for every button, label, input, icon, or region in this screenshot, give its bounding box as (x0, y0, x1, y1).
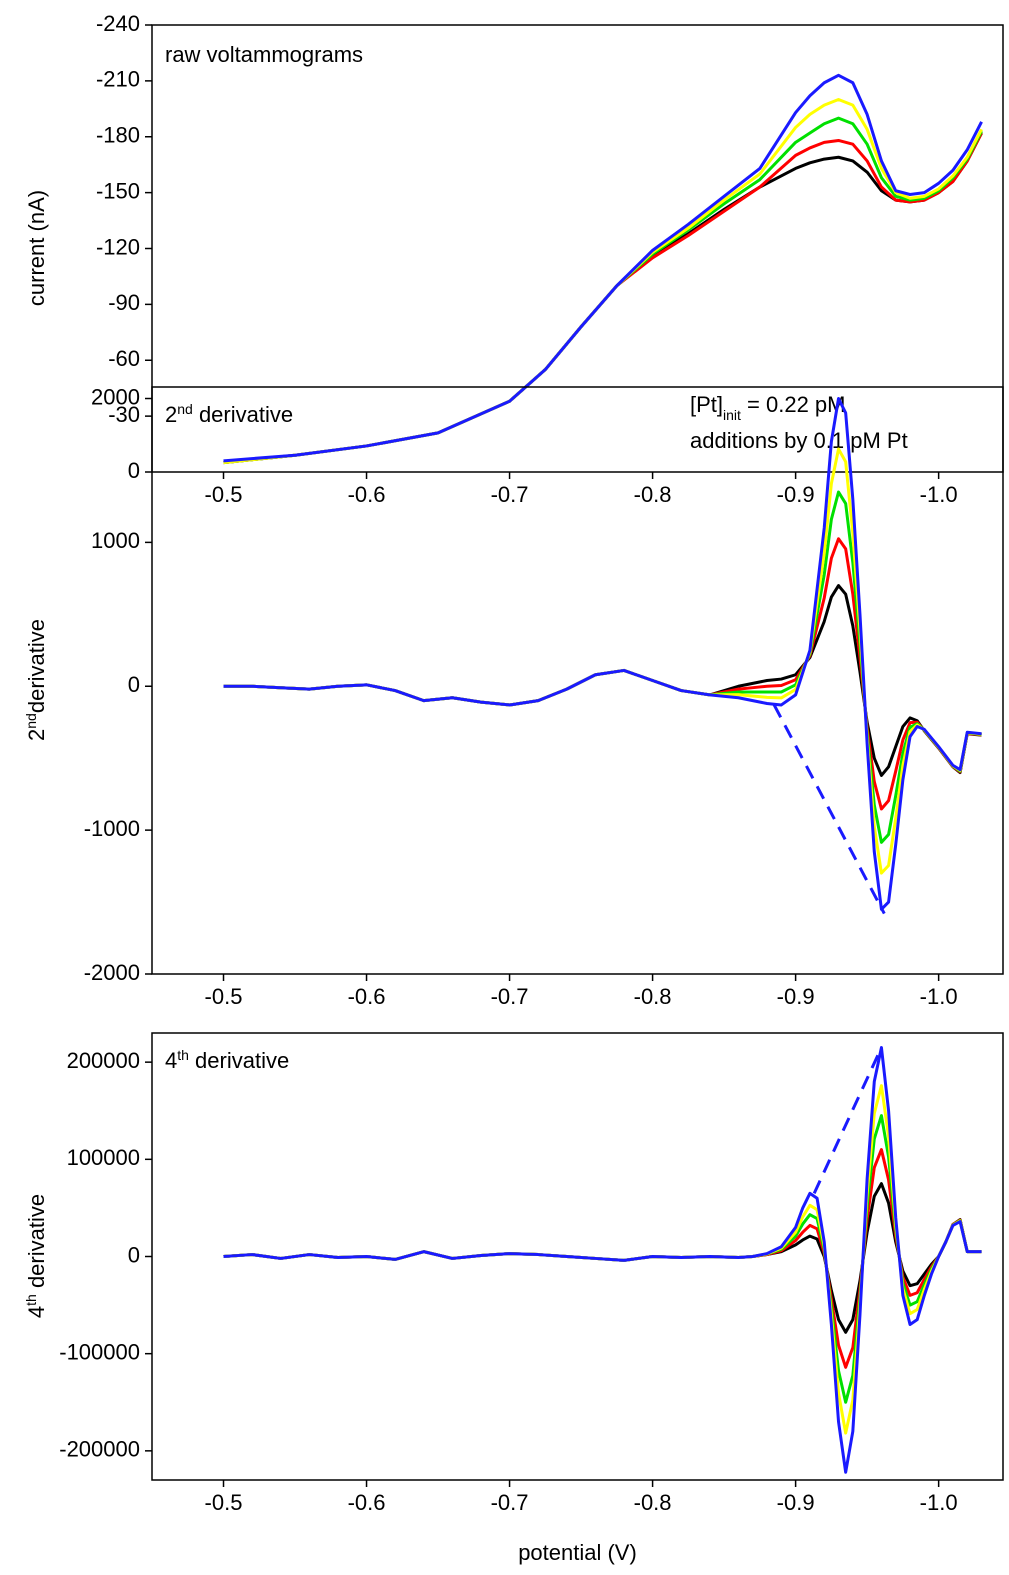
y-tick-label: -210 (96, 67, 140, 92)
y-tick-label: 1000 (91, 528, 140, 553)
panel-title-rest: derivative (193, 402, 293, 427)
annotation-rest: = 0.22 pM (741, 392, 846, 417)
panel-title-base: 2 (165, 402, 177, 427)
y-tick-label: 200000 (67, 1048, 140, 1073)
plot-area (223, 1046, 982, 1474)
x-tick-label: -1.0 (920, 1490, 958, 1515)
x-tick-label: -0.6 (348, 1490, 386, 1515)
x-tick-label: -0.7 (491, 1490, 529, 1515)
y-axis-label: 2ndderivative (23, 619, 49, 741)
series-line (223, 73, 983, 463)
x-tick-label: -0.7 (491, 482, 529, 507)
series-line (223, 447, 982, 875)
x-tick-label: -0.7 (491, 984, 529, 1009)
panel-title-sup: nd (177, 401, 193, 417)
panel-title-rest: derivative (189, 1048, 289, 1073)
annotation-sub: init (723, 407, 741, 423)
y-tick-label: -240 (96, 11, 140, 36)
y-tick-label: 0 (128, 1242, 140, 1267)
x-tick-label: -0.9 (777, 984, 815, 1009)
annotation-base: [Pt] (690, 392, 723, 417)
panel-title: raw voltammograms (165, 42, 363, 67)
y-tick-label: 2000 (91, 384, 140, 409)
y-tick-label: -100000 (59, 1339, 140, 1364)
peak-line (812, 1046, 883, 1194)
peak-line (772, 704, 886, 915)
y-tick-label: 0 (128, 672, 140, 697)
y-axis-label-base: 2 (24, 729, 49, 741)
y-tick-label: -200000 (59, 1437, 140, 1462)
series-line (223, 490, 982, 844)
series-line (223, 116, 983, 465)
x-tick-label: -0.5 (205, 1490, 243, 1515)
x-tick-label: -0.5 (205, 984, 243, 1009)
panel-title-base: 4 (165, 1048, 177, 1073)
plot-area (223, 397, 982, 915)
y-tick-label: -1000 (84, 816, 140, 841)
annotation: [Pt]init = 0.22 pM (690, 392, 846, 423)
series-line (223, 132, 983, 465)
annotation: additions by 0.1 pM Pt (690, 428, 908, 453)
series-line (223, 132, 983, 465)
x-tick-label: -0.9 (777, 482, 815, 507)
y-axis-label-rest: derivative (24, 619, 49, 713)
y-axis-label-sup: th (23, 1294, 39, 1306)
y-tick-label: 100000 (67, 1145, 140, 1170)
y-tick-label: -150 (96, 178, 140, 203)
panel-title-sup: th (177, 1047, 189, 1063)
y-tick-label: -2000 (84, 960, 140, 985)
y-tick-label: -120 (96, 234, 140, 259)
x-tick-label: -0.6 (348, 984, 386, 1009)
x-tick-label: -1.0 (920, 482, 958, 507)
x-axis-label: potential (V) (518, 1540, 637, 1565)
x-tick-label: -0.9 (777, 1490, 815, 1515)
y-tick-label: -90 (108, 290, 140, 315)
y-axis-label-sup: nd (23, 713, 39, 729)
y-tick-label: -180 (96, 123, 140, 148)
panel-title: 2nd derivative (165, 401, 293, 427)
y-tick-label: -30 (108, 402, 140, 427)
series-line (223, 397, 982, 911)
plot-area (223, 73, 983, 465)
series-line (223, 98, 983, 465)
plot-frame (151, 386, 1004, 975)
x-tick-label: -0.6 (348, 482, 386, 507)
y-axis-label: 4th derivative (23, 1194, 49, 1318)
x-tick-label: -0.8 (634, 1490, 672, 1515)
x-tick-label: -0.8 (634, 984, 672, 1009)
x-tick-label: -1.0 (920, 984, 958, 1009)
x-tick-label: -0.5 (205, 482, 243, 507)
y-axis-label-base: 4 (24, 1306, 49, 1318)
panel-title: 4th derivative (165, 1047, 289, 1073)
y-tick-label: -60 (108, 346, 140, 371)
y-axis-label-rest: derivative (24, 1194, 49, 1294)
y-axis-label: current (nA) (24, 190, 49, 306)
x-tick-label: -0.8 (634, 482, 672, 507)
series-line (223, 1046, 982, 1474)
y-tick-label: 0 (128, 458, 140, 483)
